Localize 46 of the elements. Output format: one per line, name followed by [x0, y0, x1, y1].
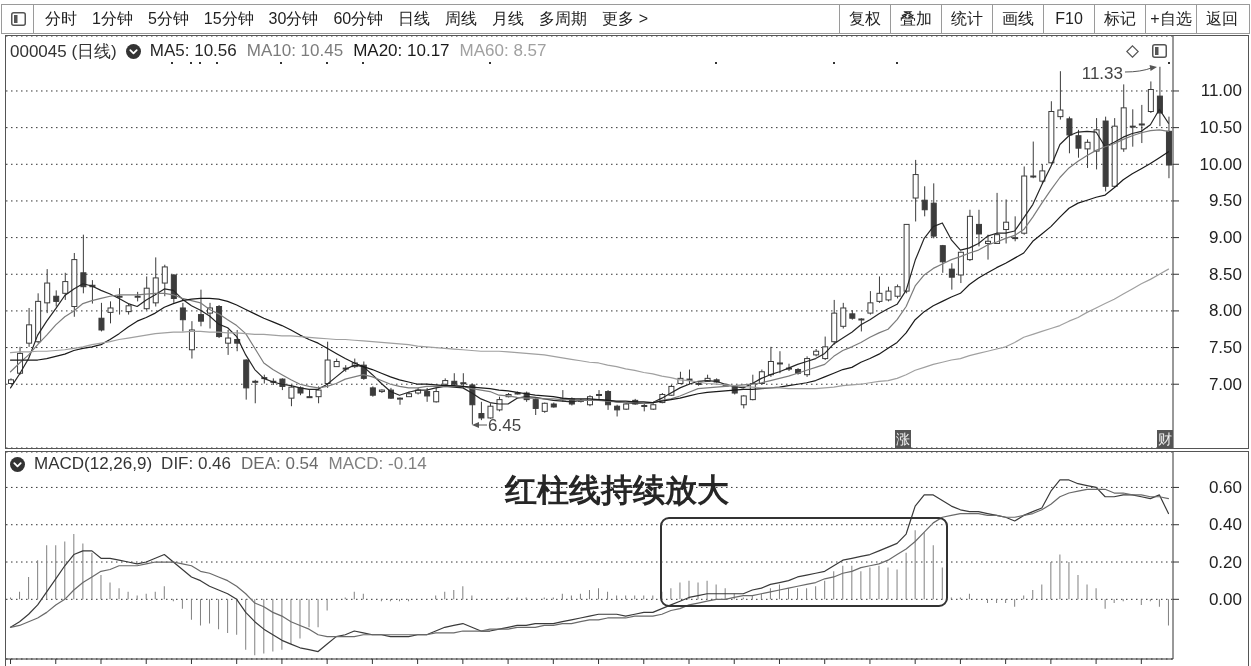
annotation: 涨: [896, 431, 910, 447]
text: 5分钟: [147, 9, 189, 27]
y-tick-label: 9.00: [1208, 228, 1242, 248]
annotation: 红柱线持续放大: [505, 472, 729, 508]
text: MA20: 10.17: [353, 41, 450, 60]
text: 画线: [1002, 8, 1034, 29]
y-tick-label: 8.50: [1208, 264, 1242, 284]
text: DIF: 0.46: [161, 454, 232, 473]
text: MA10: 10.45: [246, 41, 344, 60]
y-tick-label: 10.00: [1199, 154, 1242, 174]
y-tick-label: 0.60: [1208, 477, 1242, 497]
y-tick-label: 0.20: [1208, 552, 1242, 572]
y-tick-label: 9.50: [1208, 191, 1242, 211]
text: +自选: [1150, 8, 1192, 29]
text: 月线: [492, 9, 525, 27]
y-tick-label: 11.00: [1200, 81, 1242, 101]
text: 1分钟: [92, 9, 133, 27]
y-tick-label: 8.00: [1208, 301, 1242, 321]
y-tick-label: 0.00: [1208, 589, 1242, 609]
text: 统计: [951, 8, 983, 29]
text: 叠加: [900, 8, 932, 29]
text: 更多 >: [602, 9, 648, 27]
legend-label: MA5: 10.56: [149, 41, 237, 60]
text: 30分钟: [268, 9, 319, 27]
text: F10: [1055, 10, 1083, 28]
text: MA60: 8.57: [459, 41, 547, 60]
text: 日线: [398, 9, 431, 27]
text: 60分钟: [333, 9, 384, 27]
annotation: 11.33: [1081, 63, 1123, 83]
y-tick-label: 0.40: [1208, 515, 1242, 535]
text: 15分钟: [203, 9, 254, 27]
text: 返回: [1206, 8, 1238, 29]
chart-title: 000045 (日线): [10, 41, 117, 61]
text: 复权: [849, 8, 881, 29]
y-tick-label: 10.50: [1199, 118, 1242, 138]
text: 标记: [1104, 8, 1136, 29]
text: 分时: [45, 9, 77, 27]
y-tick-label: 7.00: [1208, 374, 1242, 394]
annotation: 财: [1158, 431, 1172, 447]
text: MACD: -0.14: [328, 454, 427, 473]
text: 多周期: [539, 9, 588, 27]
y-tick-label: 7.50: [1208, 338, 1242, 358]
text: 周线: [445, 9, 478, 27]
annotation: 6.45: [488, 415, 522, 435]
text: DEA: 0.54: [241, 454, 319, 473]
chart-title: MACD(12,26,9): [34, 454, 153, 473]
